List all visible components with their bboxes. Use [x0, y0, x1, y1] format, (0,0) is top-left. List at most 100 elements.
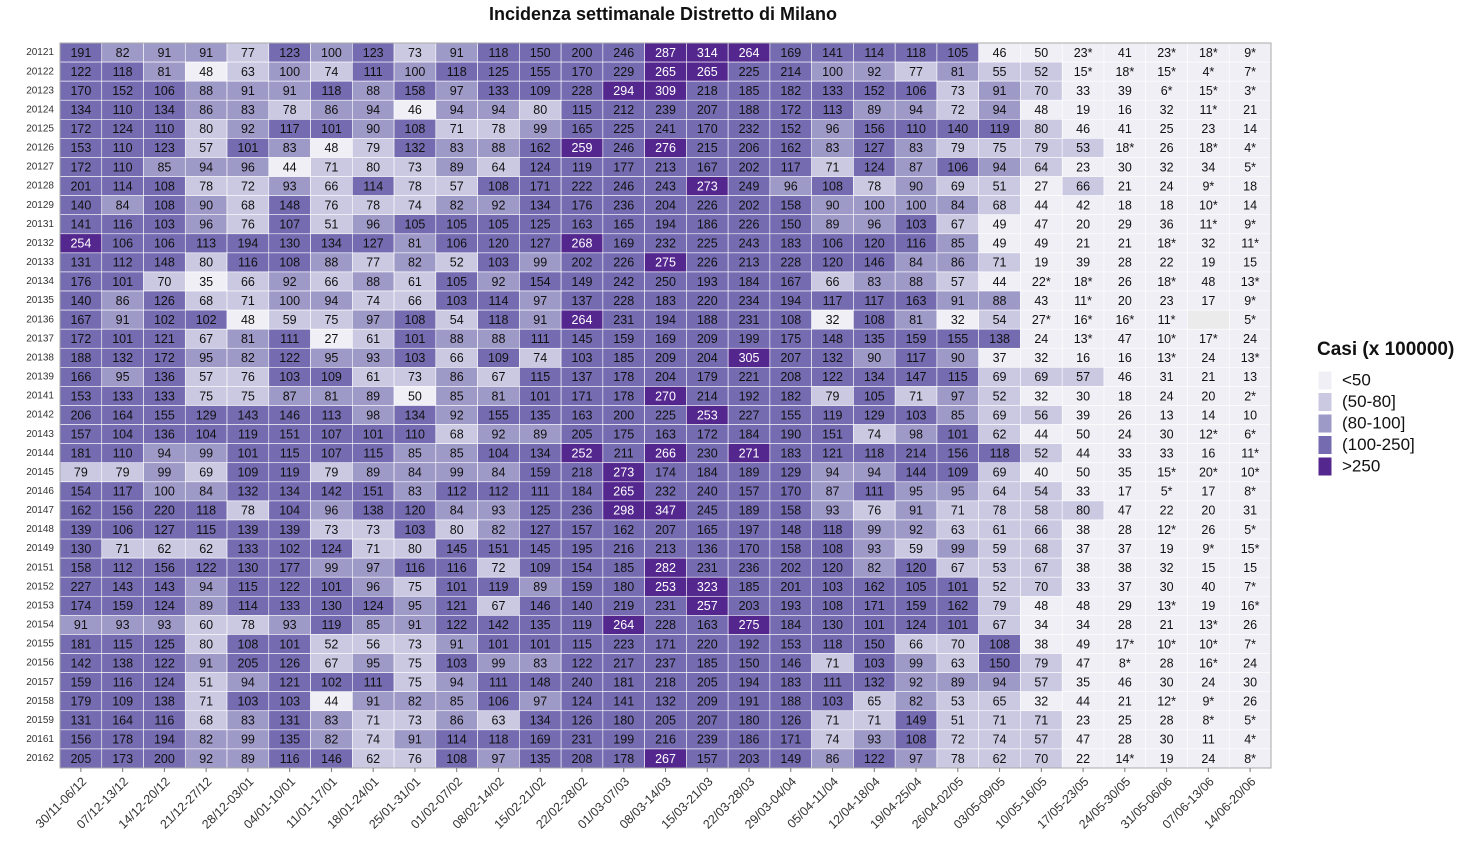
cell-label: 47	[1118, 504, 1132, 518]
cell-label: 73	[408, 370, 422, 384]
cell-label: 176	[70, 275, 91, 289]
cell-label: 80	[199, 256, 213, 270]
cell-label: 15*	[1157, 466, 1176, 480]
cell-label: 82	[324, 733, 338, 747]
cell-label: 84	[492, 466, 506, 480]
cell-label: 101	[237, 446, 258, 460]
cell-label: 40	[1201, 580, 1215, 594]
cell-label: 10*	[1199, 198, 1218, 212]
cell-label: 85	[157, 160, 171, 174]
cell-label: 222	[572, 179, 593, 193]
cell-label: 78	[366, 198, 380, 212]
cell-label: 11*	[1241, 446, 1259, 460]
cell-label: 191	[70, 46, 91, 60]
cell-label: 120	[864, 237, 885, 251]
cell-label: 132	[822, 351, 843, 365]
cell-label: 122	[864, 752, 885, 766]
cell-label: 78	[241, 618, 255, 632]
cell-label: 113	[823, 103, 843, 117]
cell-label: 73	[408, 46, 422, 60]
cell-label: 186	[739, 733, 760, 747]
cell-label: 99	[909, 656, 923, 670]
cell-label: 130	[279, 237, 300, 251]
cell-label: 111	[531, 332, 550, 346]
cell-label: 91	[366, 695, 380, 709]
cell-label: 194	[739, 675, 760, 689]
cell-label: 163	[572, 218, 593, 232]
cell-label: 101	[112, 275, 133, 289]
cell-label: 172	[154, 351, 175, 365]
cell-label: 30	[1160, 427, 1174, 441]
cell-label: 86	[826, 752, 840, 766]
cell-label: 37	[1076, 542, 1090, 556]
cell-label: 9*	[1202, 695, 1214, 709]
cell-label: 79	[993, 599, 1007, 613]
cell-label: 71	[199, 695, 213, 709]
cell-label: 15*	[1157, 65, 1176, 79]
cell-label: 69	[951, 179, 965, 193]
cell-label: 252	[572, 446, 593, 460]
cell-label: 165	[572, 122, 593, 136]
cell-label: 171	[780, 733, 801, 747]
cell-label: 197	[739, 523, 760, 537]
cell-label: 82	[492, 523, 506, 537]
cell-label: 228	[572, 84, 593, 98]
cell-label: 153	[70, 141, 91, 155]
cell-label: 10*	[1241, 466, 1260, 480]
cell-label: 47	[1076, 733, 1090, 747]
cell-label: 120	[822, 561, 843, 575]
cell-label: 157	[739, 485, 760, 499]
cell-label: 35	[199, 275, 213, 289]
cell-label: 68	[450, 427, 464, 441]
cell-label: 64	[492, 160, 506, 174]
cell-label: 21	[1160, 618, 1174, 632]
cell-label: 48	[199, 65, 213, 79]
cell-label: 145	[446, 542, 467, 556]
cell-label: 190	[780, 427, 801, 441]
cell-label: 89	[366, 466, 380, 480]
cell-label: 108	[906, 733, 927, 747]
cell-label: 106	[154, 84, 175, 98]
cell-label: 209	[697, 695, 718, 709]
cell-label: 214	[780, 65, 801, 79]
cell-label: 94	[909, 103, 923, 117]
cell-label: 19	[1076, 103, 1090, 117]
cell-label: 111	[280, 332, 299, 346]
cell-label: 119	[280, 466, 300, 480]
cell-label: 16*	[1241, 599, 1260, 613]
cell-label: 28	[1118, 523, 1132, 537]
cell-label: 122	[279, 351, 300, 365]
cell-label: 273	[697, 179, 718, 193]
cell-label: 104	[488, 446, 509, 460]
cell-label: 150	[530, 46, 551, 60]
cell-label: 91	[909, 504, 923, 518]
cell-label: 118	[864, 446, 884, 460]
cell-label: 83	[241, 714, 255, 728]
cell-label: 219	[613, 599, 634, 613]
cell-label: 183	[780, 237, 801, 251]
cell-label: 134	[530, 198, 551, 212]
cell-label: 116	[154, 714, 174, 728]
cell-label: 108	[780, 313, 801, 327]
cell-label: 20	[1118, 294, 1132, 308]
cell-label: 103	[572, 351, 593, 365]
cell-label: 159	[572, 580, 593, 594]
cell-label: 40	[1034, 466, 1048, 480]
cell-label: 106	[906, 84, 927, 98]
cell-label: 105	[446, 275, 467, 289]
cell-label: 38	[1076, 561, 1090, 575]
cell-label: 16*	[1115, 313, 1134, 327]
cell-label: 108	[989, 637, 1010, 651]
cell-label: 127	[363, 237, 384, 251]
cell-label: 17*	[1199, 332, 1218, 346]
cell-label: 207	[655, 523, 676, 537]
cell-label: 57	[199, 141, 213, 155]
cell-label: 115	[280, 446, 300, 460]
cell-label: 96	[366, 580, 380, 594]
cell-label: 97	[533, 695, 547, 709]
cell-label: 143	[237, 408, 258, 422]
row-label: 20123	[26, 85, 54, 96]
cell-label: 94	[492, 103, 506, 117]
cell-label: 57	[1076, 370, 1090, 384]
cell-label: 165	[613, 218, 634, 232]
